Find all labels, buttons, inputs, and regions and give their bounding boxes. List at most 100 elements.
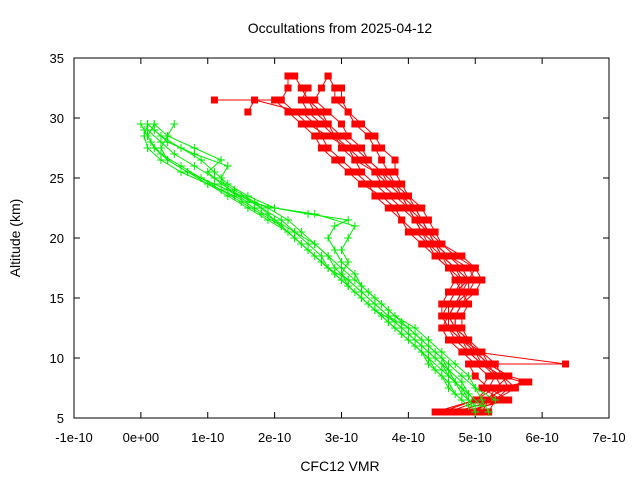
x-axis-label: CFC12 VMR (300, 458, 379, 474)
y-tick-label: 20 (50, 231, 64, 246)
data-point (465, 288, 473, 296)
data-point (190, 162, 199, 170)
data-point (337, 258, 346, 266)
data-point (418, 228, 426, 236)
data-point (230, 186, 239, 194)
data-point (304, 210, 313, 218)
data-point (378, 156, 386, 164)
data-point (344, 234, 353, 242)
series-0 (210, 72, 570, 416)
data-point (458, 252, 466, 260)
data-point (324, 144, 332, 152)
data-point (418, 204, 426, 212)
data-point (304, 84, 312, 92)
y-tick-label: 15 (50, 291, 64, 306)
data-point (378, 144, 386, 152)
data-point (297, 120, 305, 128)
data-point (445, 324, 452, 332)
data-point (391, 156, 399, 164)
data-point (445, 312, 452, 320)
data-point (478, 276, 486, 284)
data-point (317, 258, 326, 266)
data-point (471, 264, 479, 272)
data-point (338, 120, 345, 128)
data-point (277, 222, 286, 230)
data-point (491, 396, 500, 404)
data-point (351, 120, 359, 128)
data-point (297, 108, 305, 116)
data-point (458, 288, 466, 296)
data-point (378, 192, 386, 200)
series-line (147, 123, 469, 395)
data-point (445, 408, 452, 416)
data-point (451, 288, 459, 296)
data-point (458, 408, 466, 416)
data-point (317, 144, 325, 152)
series-line (147, 123, 483, 407)
data-point (371, 180, 379, 188)
data-point (331, 132, 339, 140)
data-point (398, 192, 406, 200)
x-tick-label: 3e-10 (325, 430, 358, 445)
data-point (291, 72, 299, 80)
x-tick-label: 0e+00 (123, 430, 160, 445)
data-point (431, 240, 439, 248)
data-point (297, 96, 305, 104)
data-point (464, 372, 473, 380)
y-tick-label: 5 (57, 411, 64, 426)
data-point (378, 168, 386, 176)
data-point (170, 150, 179, 158)
data-point (485, 396, 493, 404)
data-point (351, 156, 359, 164)
data-point (505, 384, 513, 392)
data-point (465, 336, 473, 344)
data-point (358, 156, 366, 164)
data-point (364, 156, 372, 164)
series-line (160, 123, 476, 413)
data-point (324, 252, 333, 260)
data-point (451, 336, 459, 344)
data-point (464, 402, 473, 410)
data-point (331, 84, 339, 92)
data-point (384, 180, 392, 188)
data-point (458, 312, 466, 320)
y-tick-label: 30 (50, 111, 64, 126)
data-point (310, 210, 319, 218)
data-point (291, 108, 299, 116)
data-point (391, 168, 399, 176)
data-point (170, 120, 179, 128)
data-point (465, 264, 473, 272)
data-point (424, 228, 432, 236)
data-point (371, 132, 379, 140)
data-point (338, 132, 345, 140)
data-point (350, 222, 359, 230)
data-point (190, 144, 199, 152)
data-point (418, 240, 426, 248)
data-point (317, 84, 325, 92)
data-point (311, 96, 319, 104)
data-point (411, 228, 419, 236)
data-point (465, 360, 473, 368)
data-point (444, 378, 453, 386)
data-point (458, 276, 466, 284)
x-tick-label: 6e-10 (526, 430, 559, 445)
data-point (317, 132, 325, 140)
data-point (478, 348, 486, 356)
data-point (351, 168, 359, 176)
data-point (458, 336, 466, 344)
data-point (451, 360, 460, 368)
data-point (324, 132, 332, 140)
x-tick-label: 1e-10 (191, 430, 224, 445)
data-point (518, 378, 526, 386)
data-point (371, 192, 379, 200)
data-point (263, 210, 272, 218)
data-point (217, 156, 226, 164)
data-point (143, 144, 152, 152)
data-point (358, 144, 366, 152)
data-point (156, 138, 165, 146)
data-point (451, 324, 459, 332)
data-point (304, 120, 312, 128)
data-point (324, 72, 332, 80)
data-point (358, 180, 366, 188)
data-point (136, 120, 145, 128)
